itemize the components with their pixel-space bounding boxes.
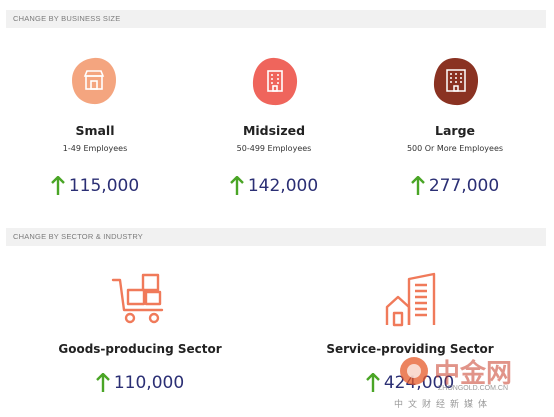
midsized-value: 142,000: [247, 176, 319, 196]
arrow-up-icon: [50, 176, 65, 195]
large-value: 277,000: [428, 176, 500, 196]
midsized-business-icon: [252, 57, 298, 106]
goods-sector-title: Goods-producing Sector: [58, 342, 222, 356]
watermark-logo: 中金网 ZHONGOLD.COM.CN 中文财经新媒体: [394, 349, 548, 413]
small-metric: 115,000: [15, 173, 175, 199]
watermark-tagline: 中文财经新媒体: [394, 400, 493, 410]
midsized-title: Midsized: [242, 123, 306, 138]
large-title: Large: [435, 123, 475, 138]
large-business-icon: [433, 58, 479, 106]
goods-sector-metric: 110,000: [50, 370, 230, 396]
goods-sector-value: 110,000: [113, 373, 185, 393]
small-title: Small: [75, 123, 115, 138]
midsized-metric: 142,000: [194, 173, 354, 199]
arrow-up-icon: [229, 176, 244, 195]
midsized-subtitle: 50-499 Employees: [236, 144, 312, 153]
small-business-icon: [72, 57, 116, 105]
cart-icon: [111, 273, 164, 324]
watermark-brand: 中金网: [434, 359, 513, 389]
service-sector-title: Service-providing Sector: [326, 342, 494, 356]
buildings-icon: [385, 272, 436, 327]
small-value: 115,000: [68, 176, 140, 196]
large-metric: 277,000: [375, 173, 535, 199]
large-subtitle: 500 Or More Employees: [406, 144, 504, 153]
arrow-up-icon: [95, 373, 110, 392]
watermark-emblem: [400, 357, 428, 385]
arrow-up-icon: [410, 176, 425, 195]
watermark-domain: ZHONGOLD.COM.CN: [438, 385, 508, 392]
sector-header: CHANGE BY SECTOR & INDUSTRY: [6, 228, 546, 246]
arrow-up-icon: [365, 373, 380, 392]
business-size-header: CHANGE BY BUSINESS SIZE: [6, 10, 546, 28]
small-subtitle: 1-49 Employees: [62, 144, 128, 153]
